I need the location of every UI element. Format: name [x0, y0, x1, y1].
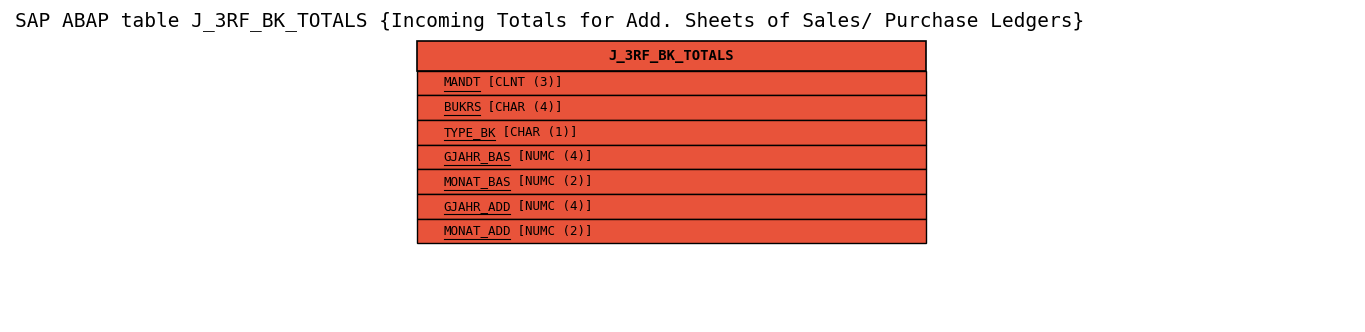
FancyBboxPatch shape — [416, 194, 927, 219]
Text: TYPE_BK: TYPE_BK — [444, 126, 495, 139]
Text: [NUMC (2)]: [NUMC (2)] — [511, 224, 592, 237]
Text: GJAHR_BAS: GJAHR_BAS — [444, 150, 511, 163]
FancyBboxPatch shape — [416, 70, 927, 95]
Text: [CLNT (3)]: [CLNT (3)] — [480, 76, 562, 89]
Text: MONAT_BAS: MONAT_BAS — [444, 175, 511, 188]
FancyBboxPatch shape — [416, 95, 927, 120]
Text: J_3RF_BK_TOTALS: J_3RF_BK_TOTALS — [609, 49, 734, 63]
FancyBboxPatch shape — [416, 219, 927, 243]
FancyBboxPatch shape — [416, 145, 927, 169]
FancyBboxPatch shape — [416, 169, 927, 194]
Text: [CHAR (1)]: [CHAR (1)] — [495, 126, 577, 139]
Text: [NUMC (4)]: [NUMC (4)] — [511, 200, 592, 213]
Text: [NUMC (2)]: [NUMC (2)] — [511, 175, 592, 188]
Text: [NUMC (4)]: [NUMC (4)] — [511, 150, 592, 163]
Text: BUKRS: BUKRS — [444, 101, 482, 114]
Text: SAP ABAP table J_3RF_BK_TOTALS {Incoming Totals for Add. Sheets of Sales/ Purcha: SAP ABAP table J_3RF_BK_TOTALS {Incoming… — [15, 11, 1084, 31]
FancyBboxPatch shape — [416, 120, 927, 145]
Text: GJAHR_ADD: GJAHR_ADD — [444, 200, 511, 213]
FancyBboxPatch shape — [416, 41, 927, 70]
Text: MONAT_ADD: MONAT_ADD — [444, 224, 511, 237]
Text: MANDT: MANDT — [444, 76, 482, 89]
Text: [CHAR (4)]: [CHAR (4)] — [480, 101, 562, 114]
